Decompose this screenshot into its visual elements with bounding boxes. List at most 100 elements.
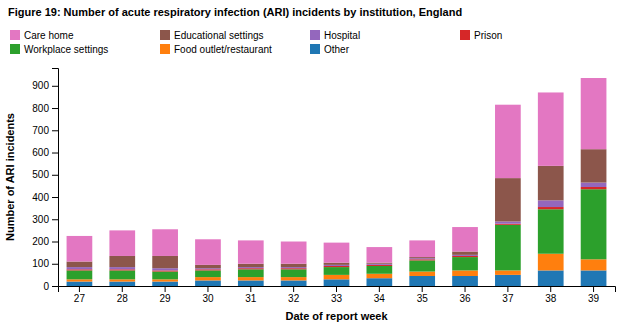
legend-swatch — [160, 44, 170, 54]
y-tick-mark — [52, 130, 58, 131]
x-tick-label: 34 — [374, 293, 386, 304]
x-tick-label: 29 — [160, 293, 172, 304]
x-tick: 39 — [588, 286, 600, 304]
x-tick-label: 32 — [288, 293, 300, 304]
bar — [538, 200, 564, 207]
y-tick: 200 — [32, 236, 58, 247]
bar — [409, 258, 435, 259]
bar — [409, 257, 435, 258]
x-tick: 31 — [245, 286, 257, 304]
bar — [409, 240, 435, 257]
legend-item: Food outlet/restaurant — [160, 44, 272, 55]
legend-item: Educational settings — [160, 30, 264, 41]
y-tick-label: 200 — [32, 236, 49, 247]
bar — [366, 247, 392, 263]
y-tick: 0 — [43, 281, 58, 292]
bar — [109, 269, 135, 270]
bar — [581, 189, 607, 259]
bar — [324, 263, 350, 265]
bar — [409, 260, 435, 271]
x-tick-mark — [79, 286, 80, 292]
y-tick-label: 300 — [32, 214, 49, 225]
series — [67, 183, 607, 271]
x-tick: 29 — [160, 286, 172, 304]
x-tick: 33 — [331, 286, 343, 304]
bar — [281, 242, 307, 264]
bar — [495, 270, 521, 274]
bar — [238, 264, 264, 267]
x-tick: 34 — [374, 286, 386, 304]
bar — [281, 267, 307, 268]
bar — [581, 149, 607, 182]
bar — [195, 268, 221, 269]
legend-swatch — [460, 30, 470, 40]
bar — [238, 268, 264, 269]
bar — [195, 280, 221, 286]
x-tick-mark — [293, 286, 294, 292]
bar — [495, 224, 521, 225]
bar — [366, 278, 392, 286]
x-tick-mark — [422, 286, 423, 292]
legend-label: Care home — [24, 30, 74, 41]
legend-item: Workplace settings — [10, 44, 108, 55]
x-tick: 38 — [545, 286, 557, 304]
x-tick-mark — [207, 286, 208, 292]
x-tick: 30 — [202, 286, 214, 304]
x-tick-mark — [465, 286, 466, 292]
bar — [281, 268, 307, 269]
bar — [109, 282, 135, 286]
bar — [152, 256, 178, 268]
bar — [366, 264, 392, 265]
series — [67, 149, 607, 268]
x-tick-label: 27 — [74, 293, 86, 304]
bar — [452, 270, 478, 276]
x-tick: 35 — [417, 286, 429, 304]
bar — [538, 209, 564, 253]
legend-item: Prison — [460, 30, 502, 41]
y-tick: 400 — [32, 192, 58, 203]
bar — [67, 279, 93, 281]
bar — [67, 269, 93, 270]
bar — [67, 262, 93, 268]
bar — [238, 277, 264, 280]
series — [67, 187, 607, 272]
bar — [152, 282, 178, 286]
bar — [195, 265, 221, 268]
y-tick-mark — [52, 86, 58, 87]
x-tick-label: 36 — [459, 293, 471, 304]
bar — [538, 92, 564, 165]
bar — [324, 266, 350, 267]
bar — [495, 275, 521, 286]
x-tick-label: 38 — [545, 293, 557, 304]
y-tick: 700 — [32, 125, 58, 136]
legend-label: Prison — [474, 30, 502, 41]
bar — [281, 264, 307, 267]
y-tick-mark — [52, 242, 58, 243]
bar — [538, 254, 564, 271]
bar — [581, 183, 607, 187]
bar — [452, 227, 478, 251]
y-tick: 500 — [32, 169, 58, 180]
bar — [152, 272, 178, 280]
x-tick-mark — [507, 286, 508, 292]
bar — [581, 259, 607, 270]
bar — [452, 257, 478, 270]
bar — [452, 255, 478, 256]
bar — [195, 239, 221, 265]
x-tick: 36 — [459, 286, 471, 304]
y-axis-title: Number of ARI incidents — [4, 113, 16, 241]
legend-swatch — [160, 30, 170, 40]
y-tick-label: 800 — [32, 103, 49, 114]
bar — [452, 256, 478, 257]
y-tick-label: 500 — [32, 169, 49, 180]
y-tick-mark — [52, 153, 58, 154]
bar — [538, 166, 564, 200]
bar — [67, 282, 93, 286]
plot: 2728293031323334353637383901002003004005… — [32, 69, 615, 305]
title: Figure 19: Number of acute respiratory i… — [8, 6, 462, 18]
bar — [109, 256, 135, 267]
x-tick-label: 33 — [331, 293, 343, 304]
bar — [67, 236, 93, 262]
bar — [195, 277, 221, 280]
legend-swatch — [10, 44, 20, 54]
